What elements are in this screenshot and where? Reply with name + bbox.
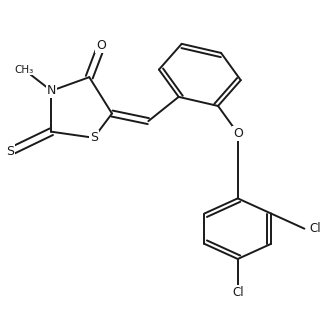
Text: Cl: Cl (309, 222, 320, 235)
Text: S: S (7, 145, 14, 158)
Text: O: O (233, 127, 243, 140)
Text: CH₃: CH₃ (14, 65, 34, 74)
Text: Cl: Cl (232, 286, 244, 299)
Text: N: N (47, 84, 56, 97)
Text: O: O (96, 39, 106, 52)
Text: S: S (90, 131, 98, 144)
